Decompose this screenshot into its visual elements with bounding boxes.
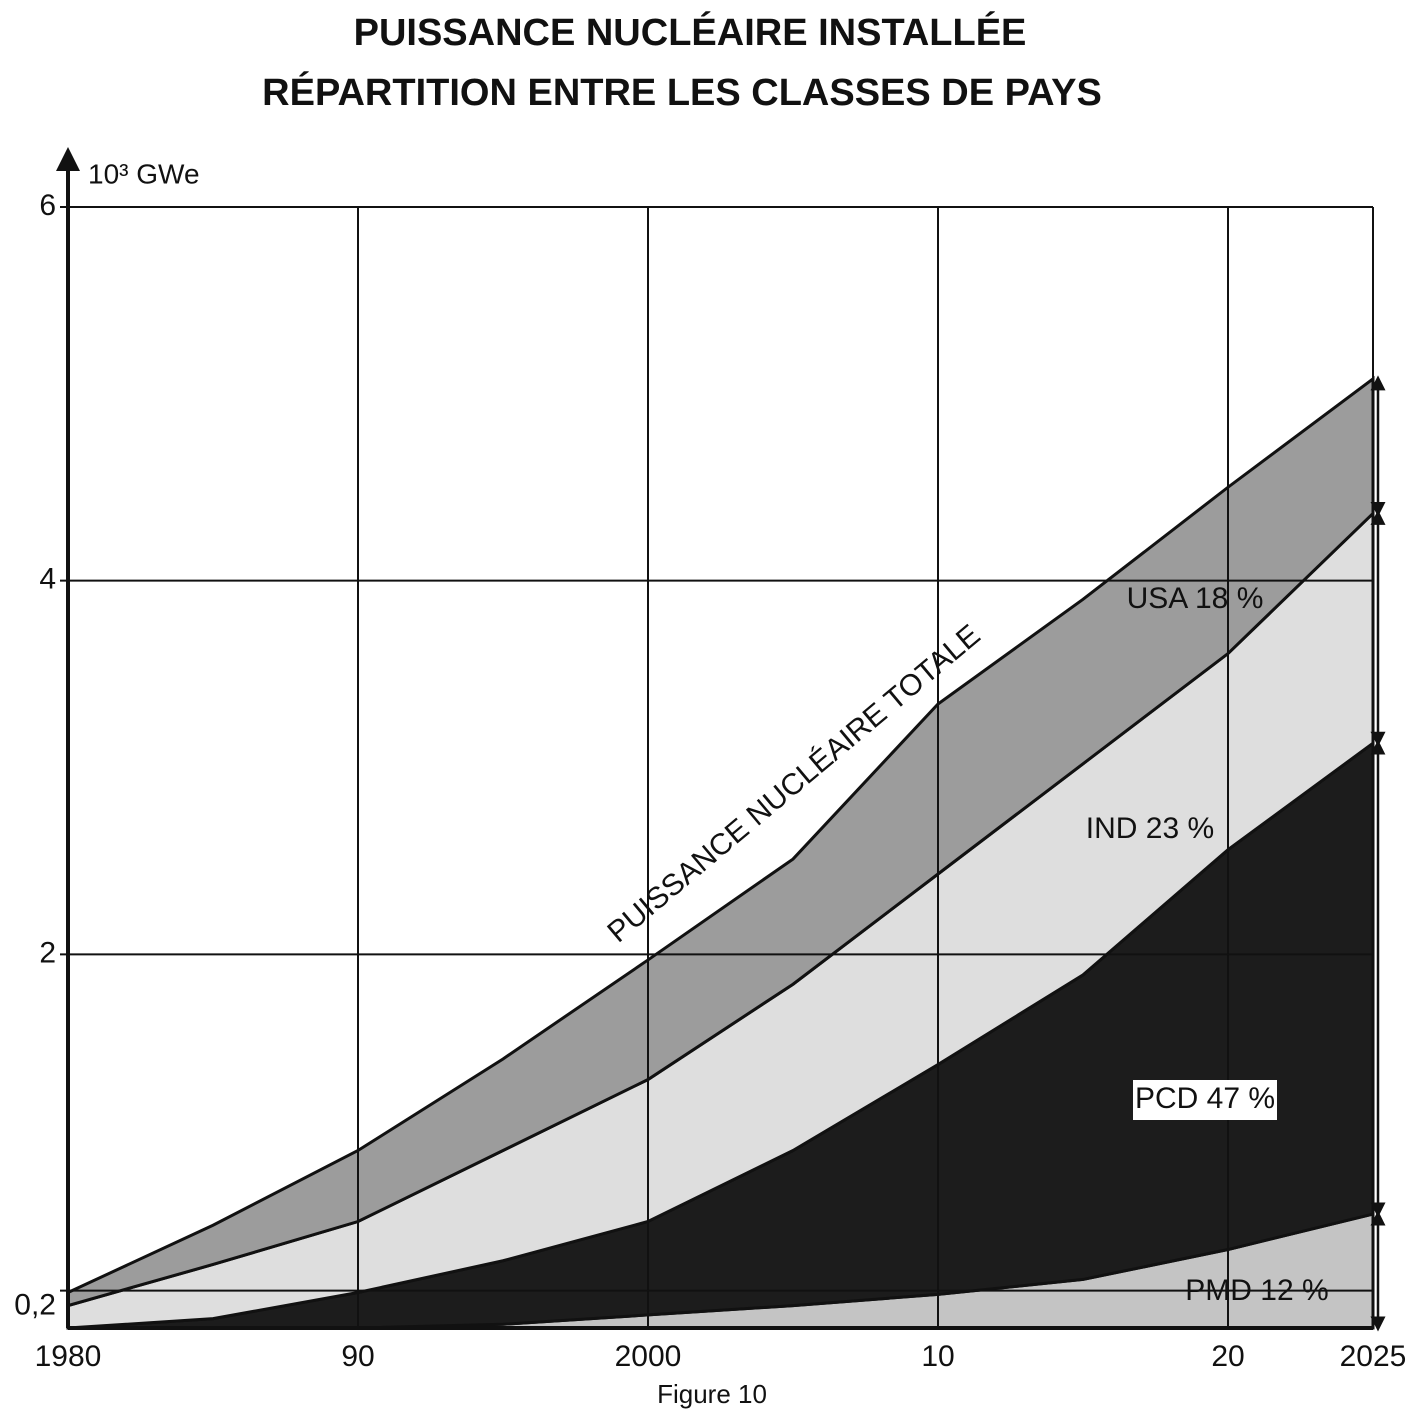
y-tick-label: 6 [39, 189, 56, 222]
label-box [1133, 1080, 1277, 1120]
x-tick-label: 2025 [1340, 1340, 1407, 1373]
x-tick-label: 10 [921, 1340, 954, 1373]
chart-title: PUISSANCE NUCLÉAIRE INSTALLÉE [354, 10, 1027, 54]
series-label: PMD 12 % [1185, 1274, 1328, 1307]
chart-subtitle: RÉPARTITION ENTRE LES CLASSES DE PAYS [262, 70, 1102, 114]
series-label: USA 18 % [1127, 582, 1264, 615]
x-tick-label: 2000 [615, 1340, 682, 1373]
x-tick-label: 20 [1211, 1340, 1244, 1373]
y-tick-label: 4 [39, 563, 56, 596]
series-label: IND 23 % [1086, 812, 1214, 845]
y-tick-label: 2 [39, 936, 56, 969]
x-tick-label: 1980 [35, 1340, 102, 1373]
caption: Figure 10 [657, 1379, 767, 1409]
y-axis-label: 10³ GWe [88, 158, 200, 189]
x-tick-label: 90 [341, 1340, 374, 1373]
y-tick-label: 0,2 [14, 1289, 56, 1322]
series-label: PCD 47 % [1135, 1082, 1275, 1115]
